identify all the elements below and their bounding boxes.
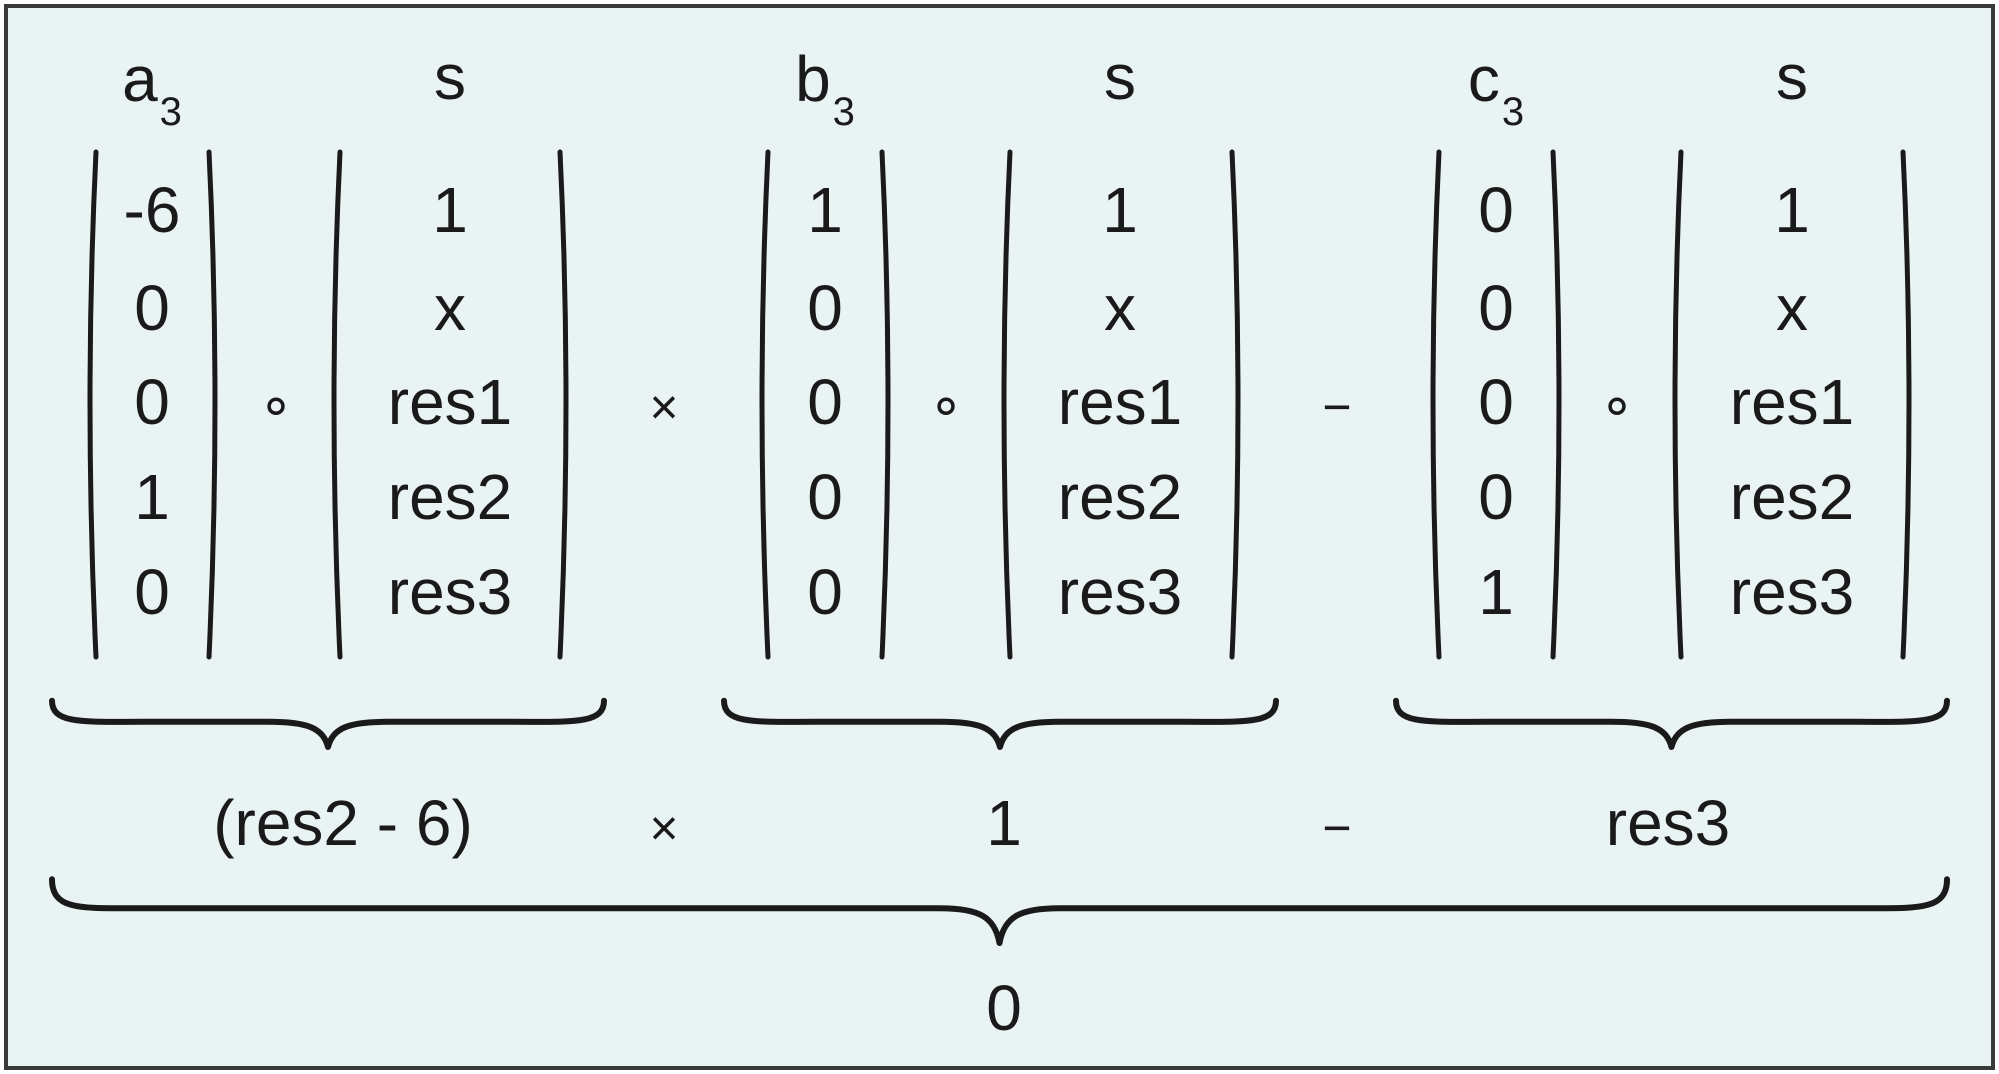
right-paren	[1550, 149, 1562, 660]
left-paren	[1001, 149, 1013, 660]
s-value: 1	[432, 174, 468, 246]
s-value: x	[434, 272, 466, 344]
coef-value: 1	[134, 461, 170, 533]
coef-value: 0	[1478, 272, 1514, 344]
operator: −	[1322, 379, 1351, 435]
s-value: 1	[1102, 174, 1138, 246]
s-value: x	[1104, 272, 1136, 344]
right-paren	[1229, 149, 1241, 660]
underbrace	[49, 697, 607, 750]
s-value: res3	[1058, 556, 1183, 628]
coef-value: 0	[1478, 174, 1514, 246]
coef-value: 1	[1478, 556, 1514, 628]
vector-label-s: s	[1776, 41, 1808, 113]
coef-value: 0	[1478, 366, 1514, 438]
left-paren	[759, 149, 771, 660]
s-value: res3	[1730, 556, 1855, 628]
right-paren	[879, 149, 891, 660]
coef-value: -6	[124, 174, 181, 246]
coef-value: 0	[134, 556, 170, 628]
left-paren	[331, 149, 343, 660]
s-value: res2	[388, 461, 513, 533]
s-value: res2	[1730, 461, 1855, 533]
right-paren	[557, 149, 569, 660]
s-value: res3	[388, 556, 513, 628]
vector-label-b3: b3	[795, 43, 855, 134]
coef-value: 1	[807, 174, 843, 246]
final-result: 0	[986, 972, 1022, 1044]
dot-product-result: (res2 - 6)	[213, 787, 473, 859]
s-value: res1	[1058, 366, 1183, 438]
vector-label-s: s	[434, 41, 466, 113]
dot-product-operator: ∘	[258, 373, 293, 436]
coef-value: 0	[807, 556, 843, 628]
left-paren	[1430, 149, 1442, 660]
coef-value: 0	[807, 272, 843, 344]
dot-product-result: res3	[1606, 787, 1731, 859]
underbrace-total	[49, 876, 1950, 946]
dot-product-operator: ∘	[1599, 373, 1634, 436]
underbrace	[721, 697, 1279, 750]
left-paren	[1672, 149, 1684, 660]
s-value: x	[1776, 272, 1808, 344]
operator: ×	[649, 800, 678, 856]
vector-label-a3: a3	[122, 43, 182, 134]
dot-product-result: 1	[986, 787, 1022, 859]
operator: ×	[649, 379, 678, 435]
s-value: res2	[1058, 461, 1183, 533]
underbrace	[1393, 697, 1950, 750]
coef-value: 0	[1478, 461, 1514, 533]
vector-label-s: s	[1104, 41, 1136, 113]
s-value: res1	[388, 366, 513, 438]
coef-value: 0	[134, 272, 170, 344]
coef-value: 0	[134, 366, 170, 438]
left-paren	[87, 149, 99, 660]
s-value: res1	[1730, 366, 1855, 438]
coef-value: 0	[807, 366, 843, 438]
right-paren	[1900, 149, 1912, 660]
right-paren	[206, 149, 218, 660]
vector-label-c3: c3	[1468, 43, 1524, 134]
s-value: 1	[1774, 174, 1810, 246]
operator: −	[1322, 800, 1351, 856]
dot-product-operator: ∘	[928, 373, 963, 436]
coef-value: 0	[807, 461, 843, 533]
